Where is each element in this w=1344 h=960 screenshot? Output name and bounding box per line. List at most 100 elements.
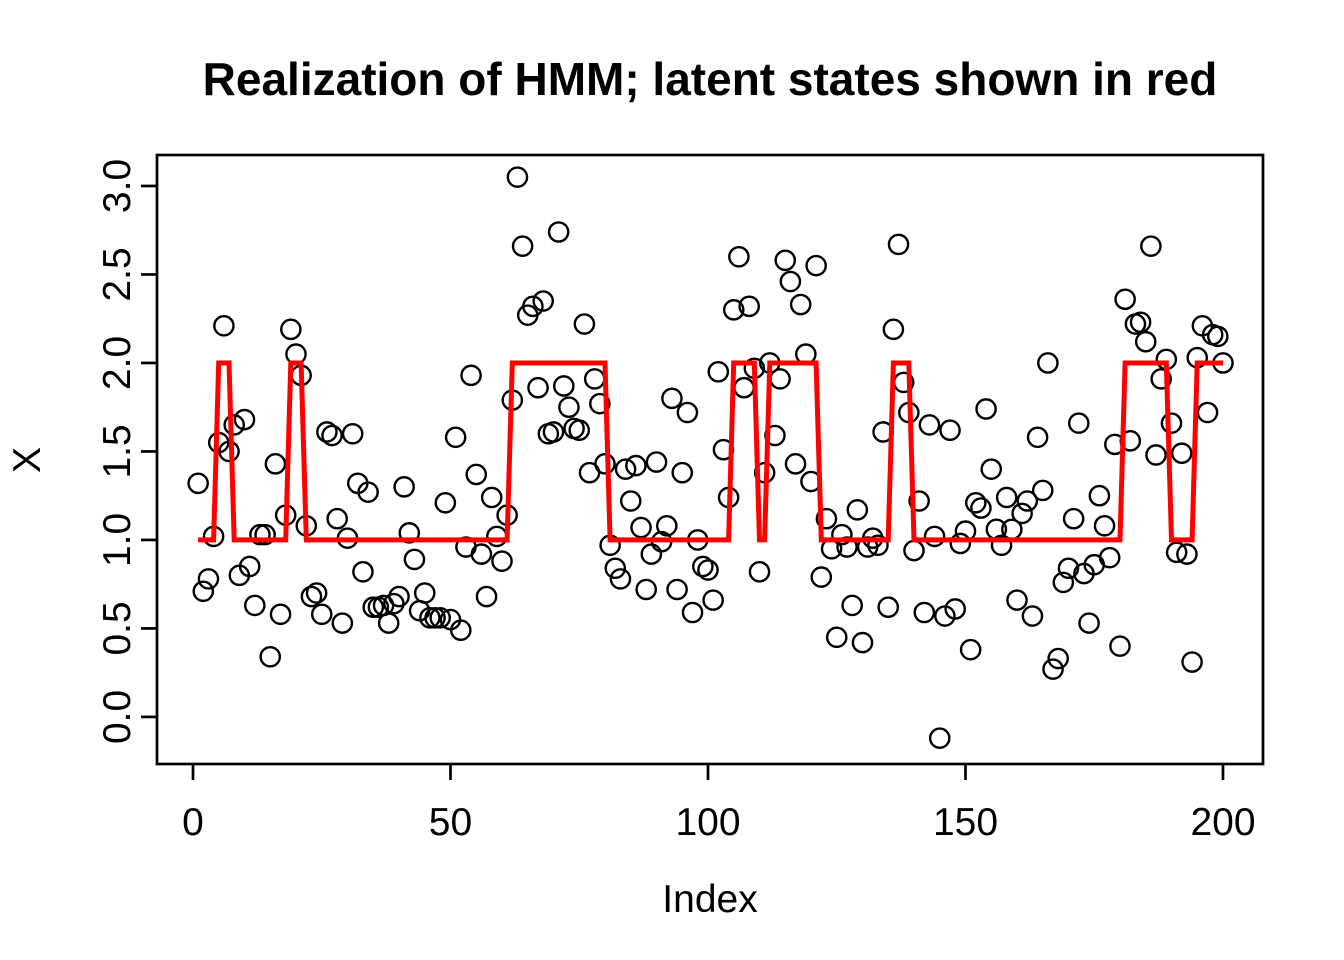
data-point: [197, 568, 220, 590]
data-point: [1026, 426, 1049, 449]
data-point: [1176, 543, 1198, 565]
data-point: [254, 523, 276, 546]
data-point: [594, 453, 616, 475]
data-point: [640, 543, 663, 565]
data-point: [681, 601, 704, 624]
data-point: [959, 638, 982, 661]
data-point: [331, 612, 354, 634]
data-point: [233, 408, 256, 431]
data-point: [918, 414, 941, 436]
data-point: [614, 458, 637, 480]
x-tick-label: 100: [675, 801, 740, 844]
data-point: [558, 396, 580, 419]
data-point: [1031, 479, 1054, 502]
data-point: [223, 414, 245, 436]
data-point: [913, 601, 936, 624]
data-point: [1093, 514, 1116, 537]
data-point: [249, 523, 271, 546]
data-point: [1114, 288, 1136, 311]
data-point: [1109, 635, 1131, 657]
data-point: [1047, 647, 1069, 670]
data-point: [511, 235, 534, 257]
data-point: [362, 596, 385, 618]
data-point: [506, 166, 529, 188]
data-point: [655, 514, 678, 537]
data-point: [928, 727, 951, 749]
data-point: [944, 598, 966, 620]
data-point: [1062, 507, 1085, 530]
data-point: [352, 560, 374, 583]
data-point: [619, 490, 642, 512]
data-point: [1140, 235, 1162, 257]
data-point: [975, 398, 997, 420]
data-point: [243, 594, 266, 617]
data-point: [1181, 651, 1203, 673]
data-point: [697, 559, 719, 581]
data-point: [990, 534, 1013, 557]
data-point: [187, 472, 209, 495]
data-point: [666, 578, 688, 601]
data-point: [995, 486, 1018, 509]
data-point: [1088, 484, 1111, 507]
data-point: [589, 392, 611, 415]
data-point: [789, 293, 812, 316]
data-point: [1165, 541, 1188, 564]
data-point: [774, 249, 797, 272]
data-point: [522, 295, 544, 318]
data-point: [779, 270, 802, 293]
data-point: [310, 603, 333, 626]
data-point: [259, 645, 282, 668]
data-point: [1170, 442, 1193, 465]
data-point: [398, 522, 421, 544]
data-point: [851, 631, 874, 654]
data-point: [1207, 325, 1229, 348]
data-point: [424, 607, 446, 629]
data-point: [321, 424, 343, 447]
data-point: [393, 476, 415, 498]
data-point: [728, 245, 750, 268]
data-point: [604, 557, 627, 580]
data-point: [1134, 330, 1157, 353]
data-point: [676, 401, 699, 424]
y-tick-label: 3.0: [96, 159, 139, 213]
data-point: [939, 419, 961, 442]
x-tick-label: 0: [182, 801, 204, 844]
latent-line: [198, 360, 1223, 543]
data-point: [769, 368, 791, 390]
data-point: [1021, 605, 1044, 627]
data-point: [661, 387, 683, 410]
data-point: [748, 560, 771, 583]
x-tick-label: 150: [933, 801, 998, 844]
data-point: [552, 375, 575, 397]
data-point: [1006, 589, 1028, 611]
data-point: [722, 299, 745, 321]
data-point: [568, 419, 591, 442]
data-point: [846, 499, 869, 521]
y-axis-label: X: [6, 447, 49, 473]
data-point: [238, 555, 261, 578]
x-tick-label: 50: [429, 801, 472, 844]
data-point: [532, 290, 554, 312]
data-point: [377, 612, 400, 634]
data-point: [831, 523, 853, 546]
data-point: [702, 589, 724, 611]
data-point: [908, 490, 930, 512]
data-point: [635, 578, 657, 601]
data-point: [475, 585, 498, 608]
data-point: [882, 318, 905, 341]
data-point: [1150, 368, 1172, 390]
data-point: [964, 491, 987, 514]
data-point: [1067, 412, 1090, 434]
data-point: [1052, 571, 1075, 594]
latent-state-line: [198, 360, 1223, 543]
data-point: [316, 421, 338, 443]
y-tick-label: 0.5: [96, 601, 139, 655]
data-point: [486, 525, 508, 548]
data-point: [326, 507, 348, 530]
data-point: [671, 461, 694, 484]
data-point: [1196, 401, 1219, 424]
y-tick-label: 2.0: [96, 336, 139, 390]
y-tick-label: 1.5: [96, 424, 139, 478]
data-point: [1016, 490, 1039, 512]
